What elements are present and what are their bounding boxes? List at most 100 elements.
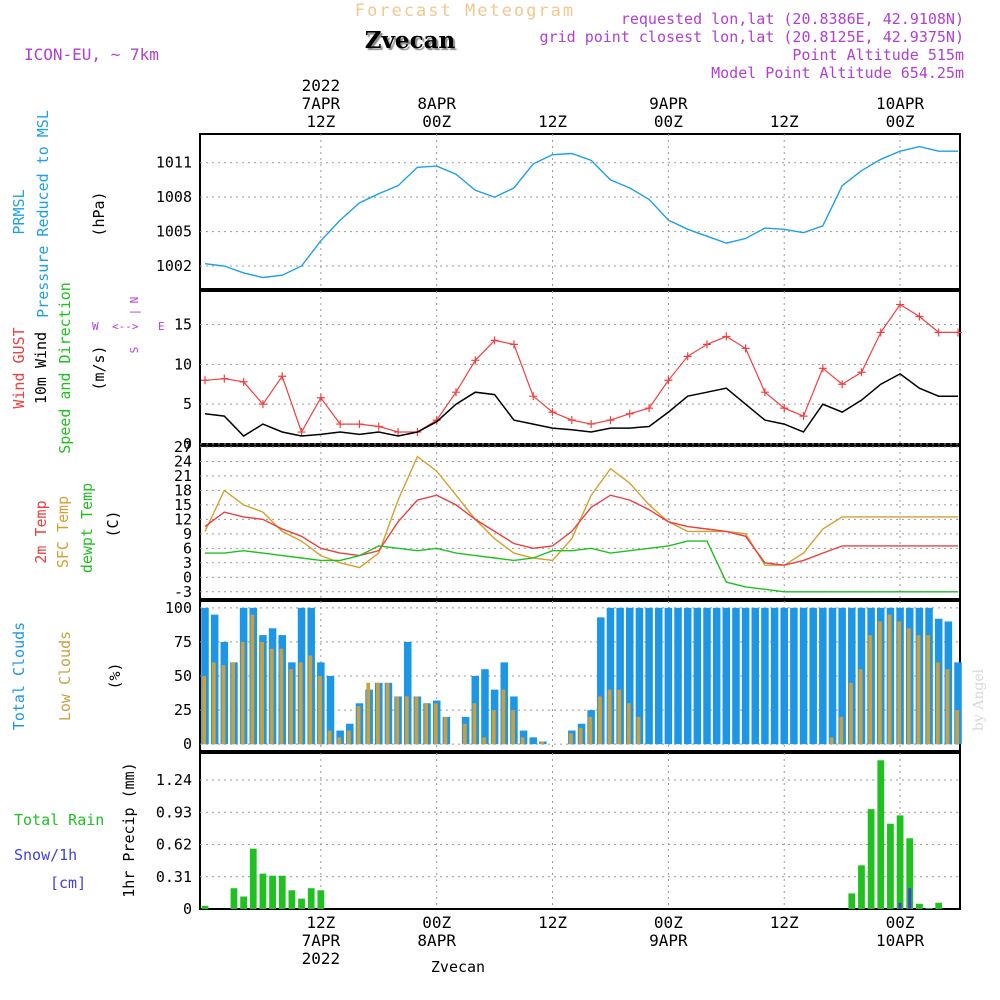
requested-coords: requested lon,lat (20.8386E, 42.9108N) xyxy=(621,10,964,28)
rain-bar xyxy=(317,890,325,909)
top-time-label: 9APR xyxy=(649,94,688,113)
compass-north: N xyxy=(128,297,141,304)
plot-series xyxy=(201,145,962,909)
low-clouds-bar xyxy=(376,682,380,745)
top-time-label: 7APR xyxy=(302,94,341,113)
total-clouds-bar xyxy=(732,607,740,745)
low-clouds-bar xyxy=(433,703,438,745)
wind-gust-marker xyxy=(625,409,634,418)
footer-location: Zvecan xyxy=(431,958,485,976)
wind-gust-marker xyxy=(587,420,596,429)
total-clouds-bar xyxy=(654,607,663,745)
wind-gust-marker xyxy=(355,420,364,429)
wind-gust-marker xyxy=(915,312,924,321)
low-clouds-bar xyxy=(501,689,506,745)
y-tick-label: -3 xyxy=(174,583,192,601)
total-clouds-label: Total Clouds xyxy=(10,622,28,730)
wind-gust-marker xyxy=(896,300,905,309)
rain-bar xyxy=(307,888,315,909)
temp-2m-label: 2m Temp xyxy=(32,500,50,563)
compass-mid: <--> xyxy=(112,320,139,333)
low-clouds-bar xyxy=(318,676,322,745)
wind-gust-marker xyxy=(239,377,248,386)
low-clouds-bar xyxy=(231,662,235,745)
wind-gust-marker xyxy=(857,368,866,377)
wind-gust-marker xyxy=(220,374,229,383)
top-time-label: 00Z xyxy=(886,112,915,131)
wind-gust-label: Wind GUST xyxy=(10,327,28,408)
wind-unit: (m/s) xyxy=(90,345,108,390)
total-clouds-bar xyxy=(741,607,750,745)
y-tick-label: 15 xyxy=(174,315,192,333)
wind-gust-marker xyxy=(471,356,480,365)
low-clouds-bar xyxy=(849,682,853,745)
rain-bar xyxy=(201,905,209,909)
total-clouds-bar xyxy=(954,662,962,745)
rain-bar xyxy=(867,809,875,909)
wind-gust-marker xyxy=(258,400,267,409)
total-clouds-bar xyxy=(597,617,605,745)
low-clouds-bar xyxy=(906,628,911,745)
low-clouds-bar xyxy=(337,737,342,745)
low-clouds-bar xyxy=(482,737,486,745)
bottom-time-label: 12Z xyxy=(770,913,799,932)
bottom-time-label: 8APR xyxy=(417,931,456,950)
total-clouds-bar xyxy=(799,607,808,745)
model-label: ICON-EU, ~ 7km xyxy=(24,45,159,64)
wind-gust-marker xyxy=(664,376,673,385)
wind-gust-marker xyxy=(278,372,287,381)
snow-bar xyxy=(908,888,912,909)
bottom-time-label: 12Z xyxy=(306,913,335,932)
temp-labels: 2m Temp SFC Temp dewpt Temp (C) xyxy=(32,483,122,573)
top-time-label: 10APR xyxy=(876,94,925,113)
total-clouds-bar xyxy=(828,607,837,745)
pressure-label-prmsl: PRMSL xyxy=(10,189,28,234)
cloud-labels: Total Clouds Low Clouds (%) xyxy=(10,622,124,730)
wind-gust-marker xyxy=(703,340,711,349)
low-clouds-bar xyxy=(858,669,863,745)
total-clouds-bar xyxy=(606,607,615,745)
y-tick-label: 6 xyxy=(183,539,192,557)
wind-gust-marker xyxy=(683,352,692,361)
total-clouds-bar xyxy=(664,607,673,745)
compass-east: E xyxy=(158,320,165,333)
sfc-temp-line xyxy=(204,455,958,569)
wind-10m-label: 10m Wind xyxy=(32,332,50,404)
low-clouds-bar xyxy=(240,641,245,745)
low-clouds-bar xyxy=(636,716,641,745)
wind-gust-marker xyxy=(567,416,576,425)
total-clouds-bar xyxy=(712,607,721,745)
top-time-label: 12Z xyxy=(770,112,799,131)
wind-dir-label: Speed and Direction xyxy=(56,282,74,454)
low-clouds-bar xyxy=(569,733,573,745)
rain-bar xyxy=(298,898,305,909)
total-clouds-bar xyxy=(770,607,779,745)
rain-bar xyxy=(935,902,943,909)
low-clouds-bar xyxy=(578,727,583,745)
rain-bar xyxy=(896,815,904,909)
y-tick-label: 0.62 xyxy=(156,836,192,854)
low-clouds-bar xyxy=(211,662,216,745)
total-clouds-bar xyxy=(693,607,702,745)
y-tick-label: 27 xyxy=(174,438,192,456)
total-clouds-bar xyxy=(616,607,624,745)
precip-unit: 1hr Precip (mm) xyxy=(120,762,138,897)
low-clouds-bar xyxy=(839,716,844,745)
low-clouds-bar xyxy=(298,662,303,745)
rain-bar xyxy=(259,873,267,909)
wind-gust-marker xyxy=(452,388,460,397)
pressure-line xyxy=(204,145,958,279)
low-clouds-bar xyxy=(868,635,873,745)
y-tick-label: 1008 xyxy=(156,188,192,206)
low-clouds-bar xyxy=(260,641,264,745)
wind-gust-marker xyxy=(838,380,847,389)
wind-gust-marker xyxy=(606,416,615,425)
total-clouds-bar xyxy=(481,669,489,745)
top-time-label: 00Z xyxy=(422,112,451,131)
bottom-time-label: 00Z xyxy=(886,913,915,932)
y-tick-label: 75 xyxy=(174,633,192,651)
wind-gust-marker xyxy=(722,332,731,341)
grid-point-coords: grid point closest lon,lat (20.8125E, 42… xyxy=(540,28,964,46)
compass-south: S xyxy=(128,347,141,354)
low-clouds-bar xyxy=(598,696,602,745)
